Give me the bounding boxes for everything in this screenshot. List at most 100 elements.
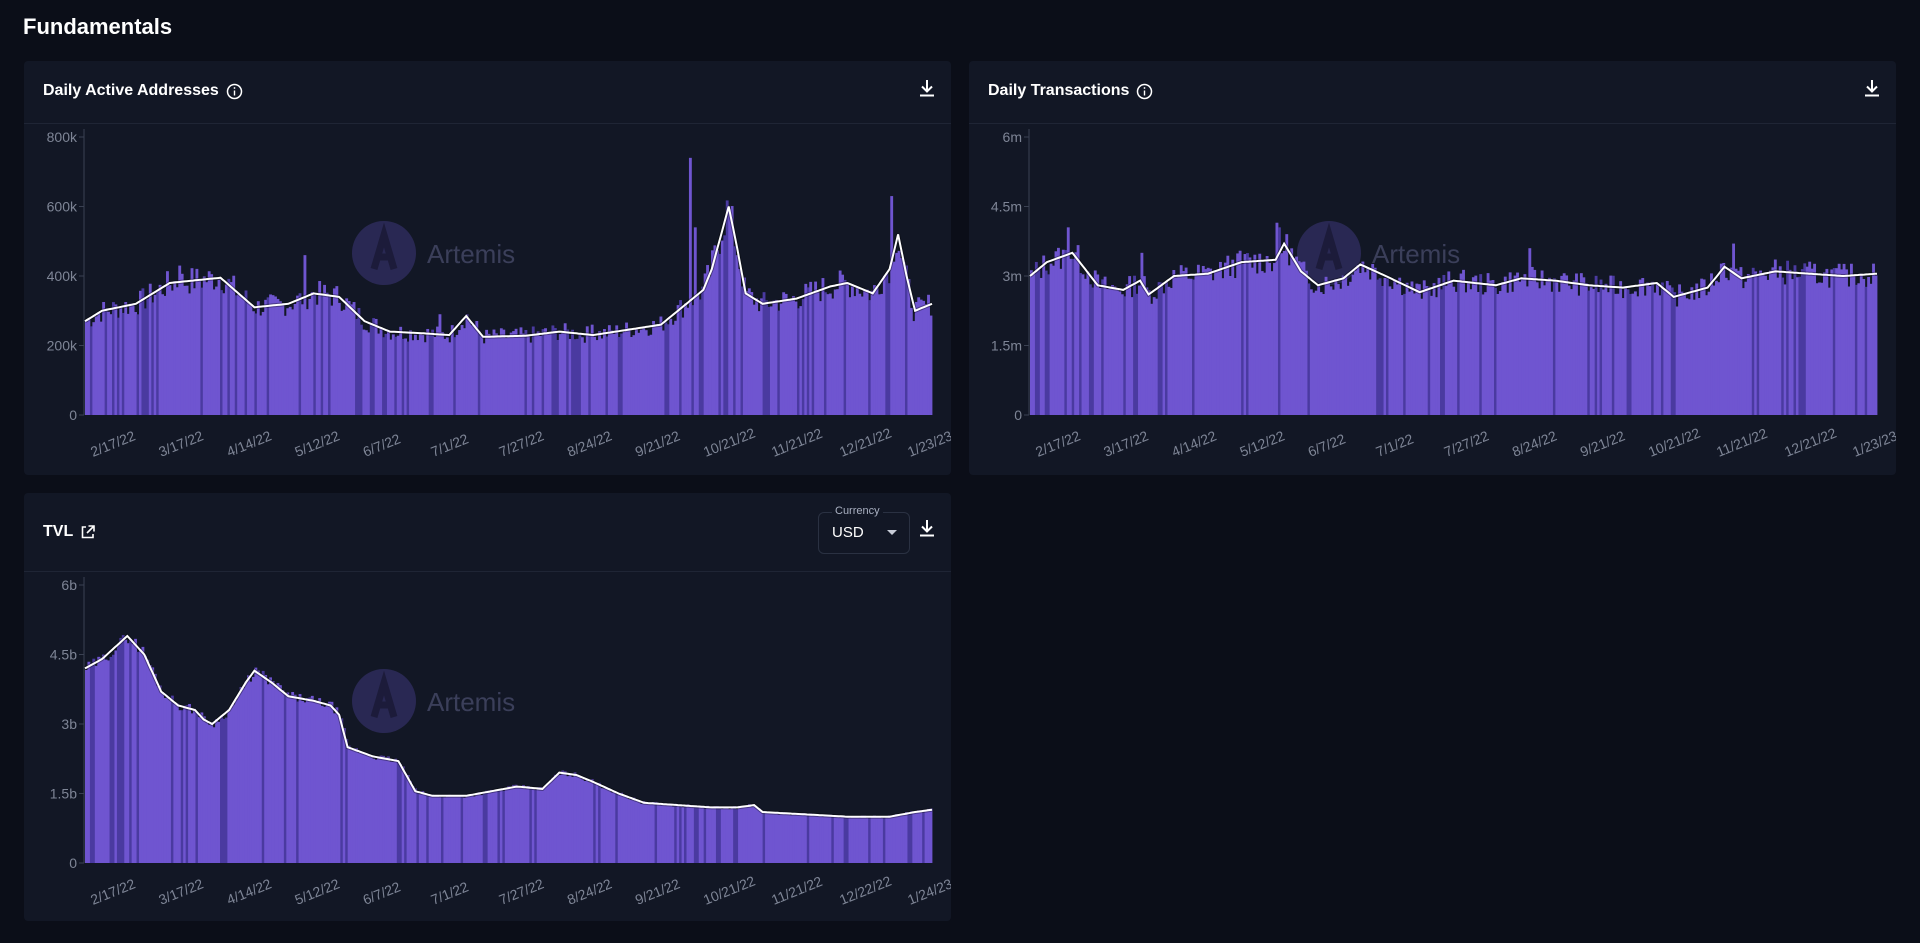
- bar[interactable]: [188, 293, 191, 415]
- bar[interactable]: [1393, 279, 1397, 415]
- bar[interactable]: [1339, 288, 1343, 415]
- bar[interactable]: [1295, 256, 1299, 415]
- bar[interactable]: [1209, 268, 1213, 415]
- bar[interactable]: [340, 310, 344, 415]
- bar[interactable]: [305, 698, 309, 863]
- bar[interactable]: [1852, 276, 1856, 415]
- bar[interactable]: [413, 788, 417, 863]
- bar[interactable]: [1768, 270, 1772, 415]
- bar[interactable]: [691, 305, 695, 415]
- bar[interactable]: [603, 788, 606, 863]
- bar[interactable]: [1030, 270, 1033, 415]
- bar[interactable]: [1683, 294, 1686, 415]
- bar[interactable]: [1103, 276, 1107, 415]
- bar[interactable]: [161, 294, 164, 415]
- bar[interactable]: [595, 340, 599, 415]
- bar[interactable]: [725, 200, 729, 415]
- bar[interactable]: [352, 302, 356, 415]
- bar[interactable]: [578, 333, 582, 415]
- bar[interactable]: [904, 812, 908, 863]
- bar[interactable]: [102, 654, 106, 863]
- bar[interactable]: [1751, 267, 1755, 415]
- bar[interactable]: [566, 776, 570, 863]
- bar[interactable]: [342, 728, 346, 863]
- bar[interactable]: [242, 688, 245, 863]
- bar[interactable]: [838, 270, 842, 415]
- bar[interactable]: [308, 298, 312, 415]
- bar[interactable]: [239, 294, 243, 415]
- bar[interactable]: [765, 300, 768, 415]
- bar[interactable]: [671, 324, 675, 415]
- bar[interactable]: [379, 327, 383, 415]
- bar[interactable]: [87, 661, 91, 863]
- bar[interactable]: [156, 685, 160, 863]
- bar[interactable]: [1319, 292, 1323, 415]
- bar[interactable]: [293, 694, 297, 863]
- bar[interactable]: [1101, 279, 1105, 415]
- bar[interactable]: [568, 338, 572, 415]
- bar[interactable]: [755, 298, 759, 415]
- bar[interactable]: [320, 705, 324, 863]
- bar[interactable]: [1508, 272, 1512, 415]
- bar[interactable]: [239, 687, 243, 863]
- bar[interactable]: [467, 795, 471, 863]
- bar[interactable]: [620, 792, 624, 863]
- bar[interactable]: [811, 814, 815, 863]
- bar[interactable]: [809, 813, 813, 863]
- bar[interactable]: [870, 816, 874, 863]
- info-icon[interactable]: [226, 83, 243, 100]
- bar[interactable]: [1503, 276, 1507, 415]
- bar[interactable]: [1398, 277, 1402, 415]
- bar[interactable]: [1241, 263, 1244, 415]
- bar[interactable]: [1322, 294, 1326, 415]
- bar[interactable]: [1521, 278, 1524, 415]
- bar[interactable]: [1597, 292, 1600, 415]
- bar[interactable]: [166, 271, 169, 415]
- bar[interactable]: [1567, 285, 1571, 415]
- bar[interactable]: [625, 322, 628, 415]
- bar[interactable]: [583, 780, 587, 863]
- bar[interactable]: [821, 816, 825, 864]
- bar[interactable]: [271, 295, 275, 415]
- bar[interactable]: [1562, 273, 1566, 415]
- bar[interactable]: [254, 313, 258, 415]
- bar[interactable]: [1678, 284, 1681, 415]
- bar[interactable]: [1150, 303, 1154, 415]
- bar[interactable]: [924, 304, 928, 415]
- bar[interactable]: [784, 293, 788, 415]
- bar[interactable]: [1157, 282, 1161, 415]
- bar[interactable]: [264, 675, 268, 863]
- bar[interactable]: [561, 770, 565, 863]
- bar[interactable]: [909, 811, 913, 863]
- bar[interactable]: [725, 806, 729, 863]
- bar[interactable]: [1285, 234, 1289, 415]
- bar[interactable]: [99, 657, 103, 863]
- bar[interactable]: [1074, 252, 1078, 415]
- bar[interactable]: [1174, 277, 1178, 415]
- bar[interactable]: [1194, 274, 1198, 415]
- bar[interactable]: [229, 707, 233, 863]
- bar[interactable]: [1710, 273, 1713, 415]
- bar[interactable]: [1766, 279, 1770, 415]
- bar[interactable]: [411, 340, 415, 415]
- bar[interactable]: [163, 697, 167, 863]
- bar[interactable]: [1086, 271, 1090, 415]
- bar[interactable]: [642, 801, 646, 863]
- bar[interactable]: [580, 337, 584, 415]
- bar[interactable]: [269, 677, 272, 863]
- bar[interactable]: [860, 296, 864, 415]
- bar[interactable]: [193, 288, 196, 415]
- bar[interactable]: [195, 711, 199, 863]
- bar[interactable]: [904, 265, 908, 415]
- bar[interactable]: [455, 795, 459, 863]
- bar[interactable]: [428, 334, 432, 415]
- bar[interactable]: [531, 789, 535, 863]
- bar[interactable]: [686, 804, 690, 863]
- bar[interactable]: [1538, 288, 1542, 415]
- bar[interactable]: [1108, 287, 1112, 415]
- bar[interactable]: [1383, 277, 1387, 415]
- bar[interactable]: [843, 279, 847, 415]
- bar[interactable]: [85, 669, 88, 863]
- bar[interactable]: [772, 300, 776, 415]
- bar[interactable]: [313, 699, 317, 863]
